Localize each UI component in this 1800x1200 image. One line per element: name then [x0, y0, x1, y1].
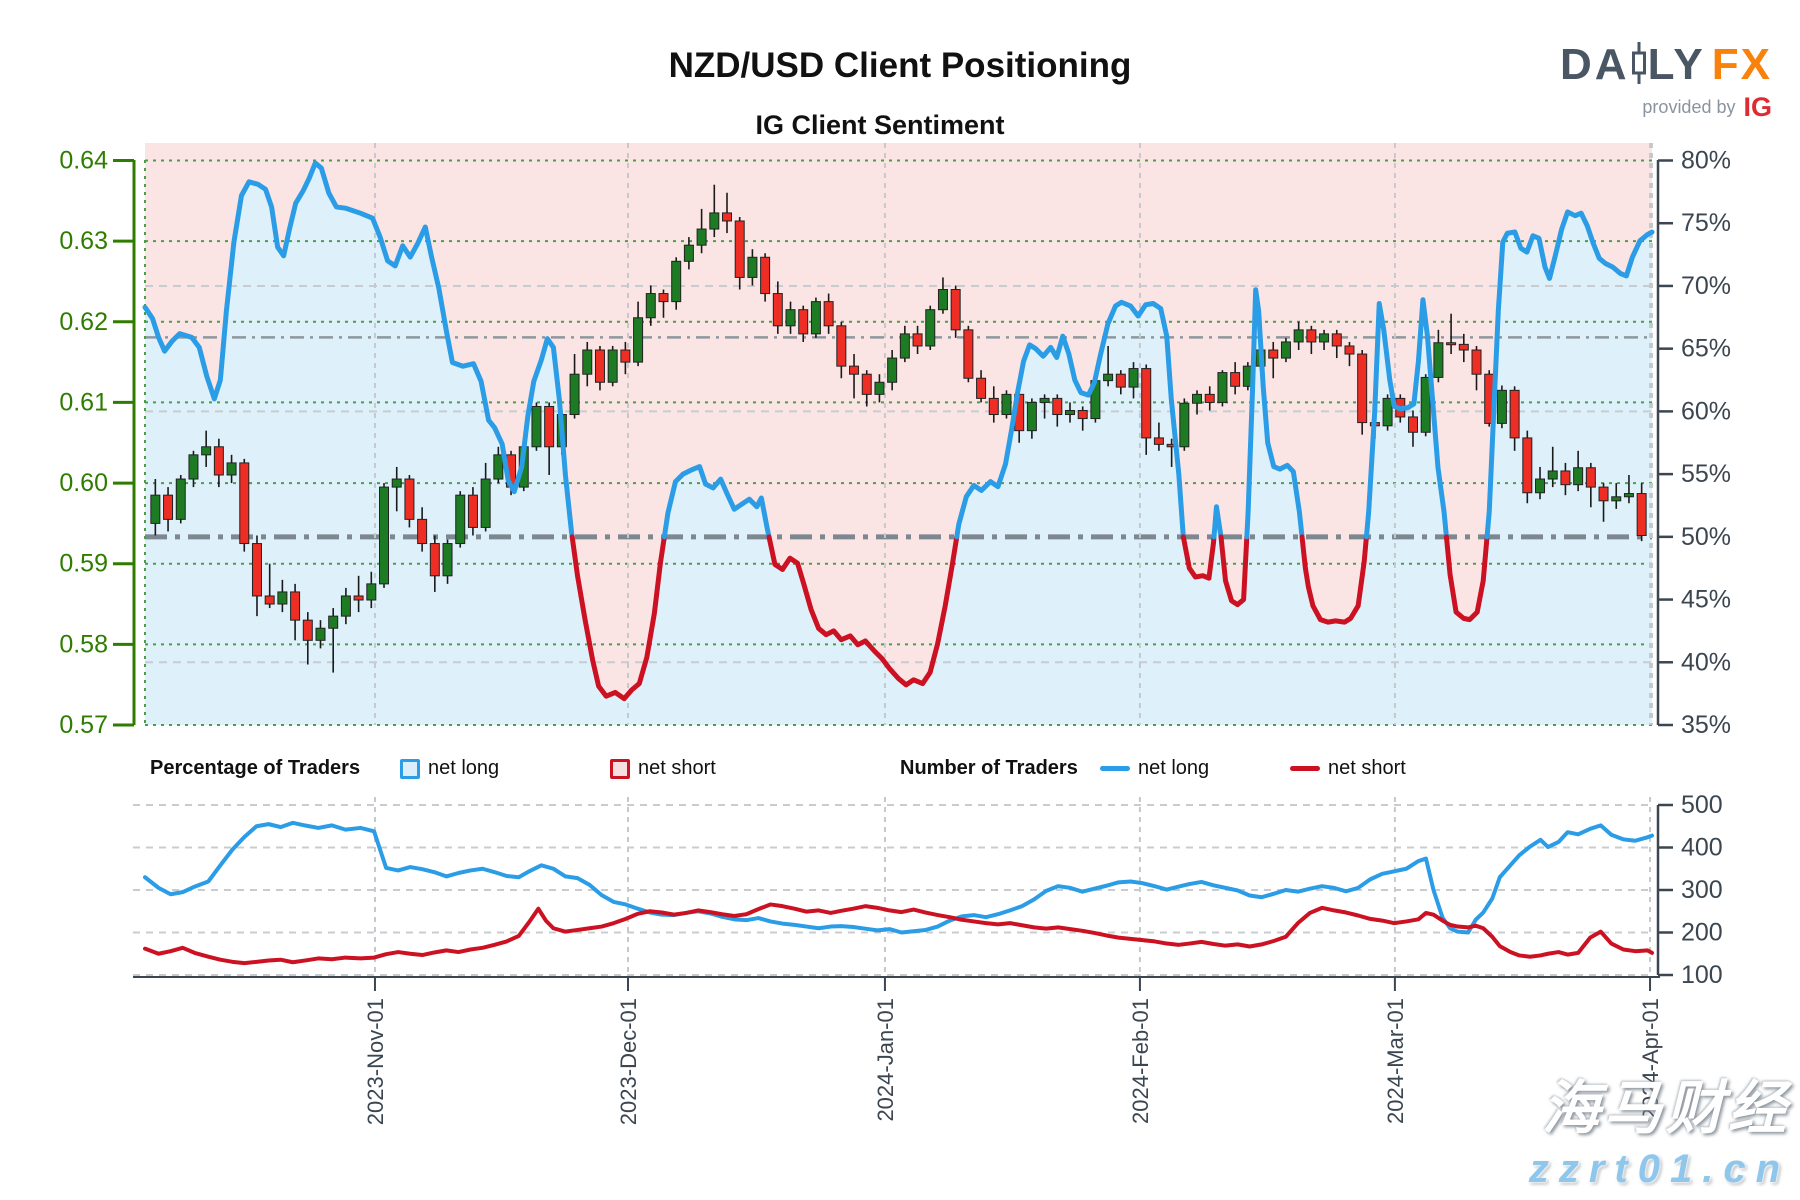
- trader-count-panel: 500 400 300 200 100 2023-Nov-01 2023-Dec-01 202…: [133, 791, 1723, 1125]
- svg-text:2024-Jan-01: 2024-Jan-01: [873, 998, 898, 1122]
- legend-group1-label: Percentage of Traders: [150, 757, 361, 779]
- svg-text:2024-Feb-01: 2024-Feb-01: [1128, 998, 1153, 1124]
- chart-subtitle: IG Client Sentiment: [755, 110, 1005, 140]
- svg-text:35%: 35%: [1681, 711, 1731, 739]
- logo-text-fx: FX: [1711, 40, 1772, 89]
- provided-by-text: provided by: [1642, 97, 1736, 117]
- legend-net-short-count: net short: [1328, 757, 1406, 779]
- logo-text-da: DA: [1560, 40, 1630, 89]
- axes: 0.64 0.63 0.62 0.61 0.60 0.59 0.58 0.57 80% 75% 70…: [59, 147, 1731, 740]
- svg-text:65%: 65%: [1681, 335, 1731, 363]
- legend-net-long-pct: net long: [428, 757, 500, 779]
- svg-text:55%: 55%: [1681, 460, 1731, 488]
- svg-text:80%: 80%: [1681, 147, 1731, 175]
- svg-text:60%: 60%: [1681, 397, 1731, 425]
- watermark: 海马财经 zzrt01.cn: [1529, 1061, 1790, 1192]
- candlestick-icon: [1631, 41, 1647, 89]
- logo-text-ly: LY: [1647, 40, 1706, 89]
- svg-text:2024-Mar-01: 2024-Mar-01: [1383, 998, 1408, 1124]
- net-short-swatch-icon: [610, 758, 630, 779]
- svg-text:0.57: 0.57: [59, 711, 108, 739]
- svg-text:500: 500: [1681, 791, 1723, 819]
- svg-text:200: 200: [1681, 919, 1723, 947]
- watermark-line1: 海马财经: [1541, 1076, 1790, 1141]
- svg-text:75%: 75%: [1681, 209, 1731, 237]
- page-title: NZD/USD Client Positioning: [668, 46, 1132, 85]
- watermark-line2: zzrt01.cn: [1528, 1147, 1790, 1191]
- svg-text:0.61: 0.61: [59, 388, 108, 416]
- svg-text:0.63: 0.63: [59, 227, 108, 255]
- dailyfx-logo: DA LY FX provided by IG: [1560, 40, 1772, 123]
- svg-text:0.60: 0.60: [59, 469, 108, 497]
- svg-text:0.58: 0.58: [59, 630, 108, 658]
- legend: Percentage of Traders net long net short…: [0, 757, 1800, 793]
- svg-text:0.64: 0.64: [59, 147, 108, 175]
- gridlines: [144, 143, 1653, 975]
- svg-text:45%: 45%: [1681, 586, 1731, 614]
- svg-text:0.62: 0.62: [59, 308, 108, 336]
- svg-text:2023-Nov-01: 2023-Nov-01: [363, 998, 388, 1125]
- svg-text:100: 100: [1681, 961, 1723, 989]
- svg-text:2024-Apr-01: 2024-Apr-01: [1638, 998, 1663, 1120]
- net-short-line-icon: [1290, 766, 1320, 771]
- net-long-line-icon: [1100, 766, 1130, 771]
- svg-text:0.59: 0.59: [59, 550, 108, 578]
- net-long-swatch-icon: [400, 758, 420, 779]
- svg-text:2023-Dec-01: 2023-Dec-01: [616, 998, 641, 1125]
- net-long-pct-line: [142, 160, 1655, 702]
- svg-text:50%: 50%: [1681, 523, 1731, 551]
- candlesticks: [150, 184, 1647, 673]
- ig-logo: IG: [1743, 92, 1772, 122]
- svg-text:400: 400: [1681, 834, 1723, 862]
- legend-group2-label: Number of Traders: [900, 757, 1078, 779]
- legend-net-short-pct: net short: [638, 757, 716, 779]
- svg-text:40%: 40%: [1681, 648, 1731, 676]
- svg-text:70%: 70%: [1681, 272, 1731, 300]
- svg-text:300: 300: [1681, 876, 1723, 904]
- legend-net-long-count: net long: [1138, 757, 1210, 779]
